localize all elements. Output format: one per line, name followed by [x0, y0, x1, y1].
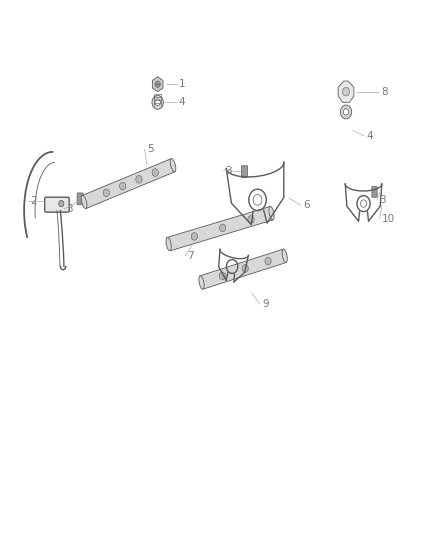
- Circle shape: [340, 105, 352, 119]
- Circle shape: [155, 81, 160, 87]
- Text: 9: 9: [262, 299, 268, 309]
- Text: 4: 4: [366, 131, 373, 141]
- Circle shape: [343, 87, 350, 96]
- Circle shape: [136, 175, 142, 183]
- Circle shape: [103, 189, 110, 197]
- FancyBboxPatch shape: [241, 166, 247, 177]
- FancyBboxPatch shape: [372, 187, 377, 197]
- Circle shape: [219, 224, 226, 232]
- Text: 4: 4: [179, 98, 185, 107]
- Text: 1: 1: [179, 79, 185, 89]
- Circle shape: [152, 95, 163, 109]
- Ellipse shape: [170, 159, 176, 172]
- Polygon shape: [200, 249, 286, 289]
- Text: 7: 7: [187, 251, 194, 261]
- Ellipse shape: [282, 249, 287, 263]
- Text: 3: 3: [226, 166, 232, 175]
- Circle shape: [219, 272, 226, 280]
- Polygon shape: [152, 77, 163, 92]
- Polygon shape: [338, 81, 354, 102]
- Ellipse shape: [166, 237, 171, 251]
- Text: 3: 3: [379, 195, 386, 205]
- Text: 10: 10: [382, 214, 395, 223]
- FancyBboxPatch shape: [45, 197, 69, 212]
- Circle shape: [191, 232, 198, 240]
- Text: 6: 6: [303, 200, 310, 210]
- Circle shape: [155, 99, 160, 106]
- Polygon shape: [82, 159, 175, 208]
- Circle shape: [248, 215, 254, 223]
- Ellipse shape: [269, 206, 274, 220]
- Polygon shape: [167, 206, 273, 251]
- Text: 8: 8: [381, 87, 388, 96]
- Ellipse shape: [199, 276, 204, 289]
- Circle shape: [120, 182, 126, 190]
- Circle shape: [242, 265, 248, 272]
- FancyBboxPatch shape: [77, 193, 83, 205]
- Circle shape: [265, 257, 271, 265]
- Ellipse shape: [81, 196, 87, 208]
- Text: 3: 3: [67, 204, 73, 214]
- Circle shape: [59, 200, 64, 207]
- Text: 5: 5: [147, 144, 153, 154]
- Circle shape: [343, 109, 349, 115]
- Text: 2: 2: [30, 197, 36, 206]
- Circle shape: [152, 169, 159, 176]
